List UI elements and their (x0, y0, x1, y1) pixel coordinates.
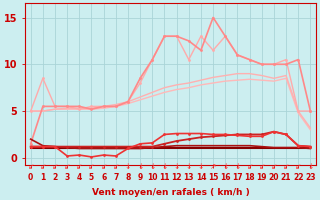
Text: ↙: ↙ (76, 162, 83, 171)
Text: ↙: ↙ (52, 162, 58, 171)
Text: ↙: ↙ (88, 162, 95, 171)
Text: ↓: ↓ (222, 162, 228, 171)
Text: ↙: ↙ (283, 162, 289, 171)
Text: ↙: ↙ (295, 162, 301, 171)
Text: ↙: ↙ (64, 162, 70, 171)
Text: ↓: ↓ (137, 162, 143, 171)
X-axis label: Vent moyen/en rafales ( km/h ): Vent moyen/en rafales ( km/h ) (92, 188, 249, 197)
Text: ↙: ↙ (113, 162, 119, 171)
Text: ↓: ↓ (125, 162, 131, 171)
Text: ↓: ↓ (161, 162, 168, 171)
Text: ↗: ↗ (210, 162, 216, 171)
Text: ↙: ↙ (271, 162, 277, 171)
Text: ↙: ↙ (100, 162, 107, 171)
Text: ↓: ↓ (173, 162, 180, 171)
Text: ↙: ↙ (259, 162, 265, 171)
Text: ↙: ↙ (246, 162, 253, 171)
Text: ↓: ↓ (234, 162, 241, 171)
Text: ↓: ↓ (307, 162, 314, 171)
Text: ↙: ↙ (40, 162, 46, 171)
Text: ↓: ↓ (149, 162, 156, 171)
Text: ↓: ↓ (186, 162, 192, 171)
Text: ↙: ↙ (28, 162, 34, 171)
Text: ↓: ↓ (198, 162, 204, 171)
